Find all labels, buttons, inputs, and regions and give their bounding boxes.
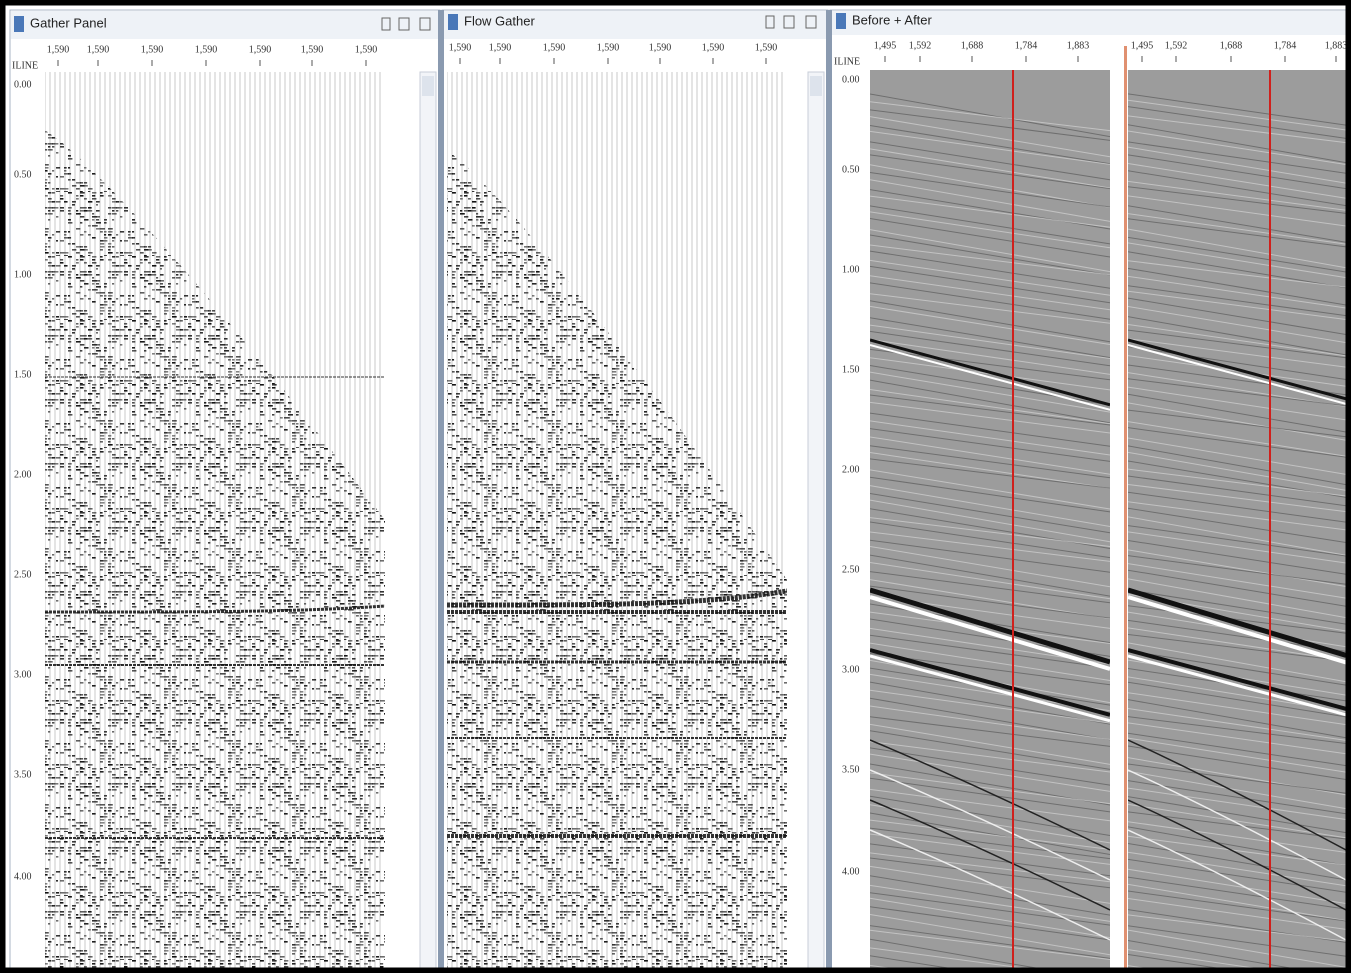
scrollbar[interactable] — [420, 72, 436, 968]
y-tick-label: 2.50 — [14, 569, 32, 580]
gather-plot — [447, 72, 787, 970]
panel-title: Gather Panel — [30, 15, 107, 30]
y-tick-label: 3.50 — [14, 769, 32, 780]
y-tick-label: 1.00 — [14, 269, 32, 280]
x-tick-label: 1,688 — [1220, 40, 1243, 51]
seismic-section — [1128, 70, 1346, 973]
splitter[interactable] — [826, 10, 832, 970]
x-tick-label: 1,495 — [874, 40, 897, 51]
y-tick-label: 4.00 — [842, 866, 860, 877]
x-tick-label: 1,590 — [702, 42, 725, 53]
x-tick-label: 1,495 — [1131, 40, 1154, 51]
scroll-up-button[interactable] — [810, 76, 822, 96]
x-tick-label: 1,784 — [1015, 40, 1038, 51]
x-tick-label: 1,590 — [195, 44, 218, 55]
x-tick-label: 1,592 — [1165, 40, 1188, 51]
y-tick-label: 0.00 — [14, 79, 32, 90]
x-tick-label: 1,590 — [597, 42, 620, 53]
x-tick-label: 1,590 — [649, 42, 672, 53]
x-tick-label: 1,784 — [1274, 40, 1297, 51]
splitter[interactable] — [438, 10, 444, 970]
x-tick-label: 1,590 — [355, 44, 378, 55]
y-tick-label: 3.00 — [842, 664, 860, 675]
x-tick-label: 1,688 — [961, 40, 984, 51]
y-tick-label: 0.00 — [842, 74, 860, 85]
panel-icon — [14, 16, 24, 32]
gather-plot — [45, 72, 385, 970]
x-tick-label: 1,592 — [909, 40, 932, 51]
seismic-layer: 1,590 1,590 1,590 1,590 1,590 1,590 1,590 1,590… — [14, 40, 1347, 973]
section-divider — [1124, 46, 1127, 970]
x-tick-label: 1,590 — [543, 42, 566, 53]
screenshot: Gather Panel Flow Gather Before + After … — [0, 0, 1351, 973]
x-tick-label: 1,883 — [1067, 40, 1090, 51]
x-tick-label: 1,590 — [301, 44, 324, 55]
x-tick-label: 1,590 — [489, 42, 512, 53]
y-tick-label: 3.00 — [14, 669, 32, 680]
y-tick-label: 1.50 — [14, 369, 32, 380]
panel-title: Flow Gather — [464, 13, 535, 28]
x-tick-label: 1,883 — [1325, 40, 1348, 51]
x-tick-label: 1,590 — [87, 44, 110, 55]
x-tick-label: 1,590 — [449, 42, 472, 53]
scroll-up-button[interactable] — [422, 76, 434, 96]
y-tick-label: 0.50 — [842, 164, 860, 175]
y-tick-label: 1.00 — [842, 264, 860, 275]
y-tick-label: 2.00 — [14, 469, 32, 480]
axis-label: ILINE — [12, 60, 38, 71]
x-tick-label: 1,590 — [47, 44, 70, 55]
panel-icon — [836, 13, 846, 29]
y-tick-label: 1.50 — [842, 364, 860, 375]
seismic-section — [870, 70, 1110, 973]
panel-title: Before + After — [852, 12, 933, 27]
x-tick-label: 1,590 — [755, 42, 778, 53]
y-tick-label: 0.50 — [14, 169, 32, 180]
y-tick-label: 2.00 — [842, 464, 860, 475]
scrollbar[interactable] — [808, 72, 824, 968]
y-tick-label: 4.00 — [14, 871, 32, 882]
x-tick-label: 1,590 — [141, 44, 164, 55]
x-tick-label: 1,590 — [249, 44, 272, 55]
panel-icon — [448, 14, 458, 30]
axis-label: ILINE — [834, 56, 860, 67]
y-tick-label: 2.50 — [842, 564, 860, 575]
y-tick-label: 3.50 — [842, 764, 860, 775]
